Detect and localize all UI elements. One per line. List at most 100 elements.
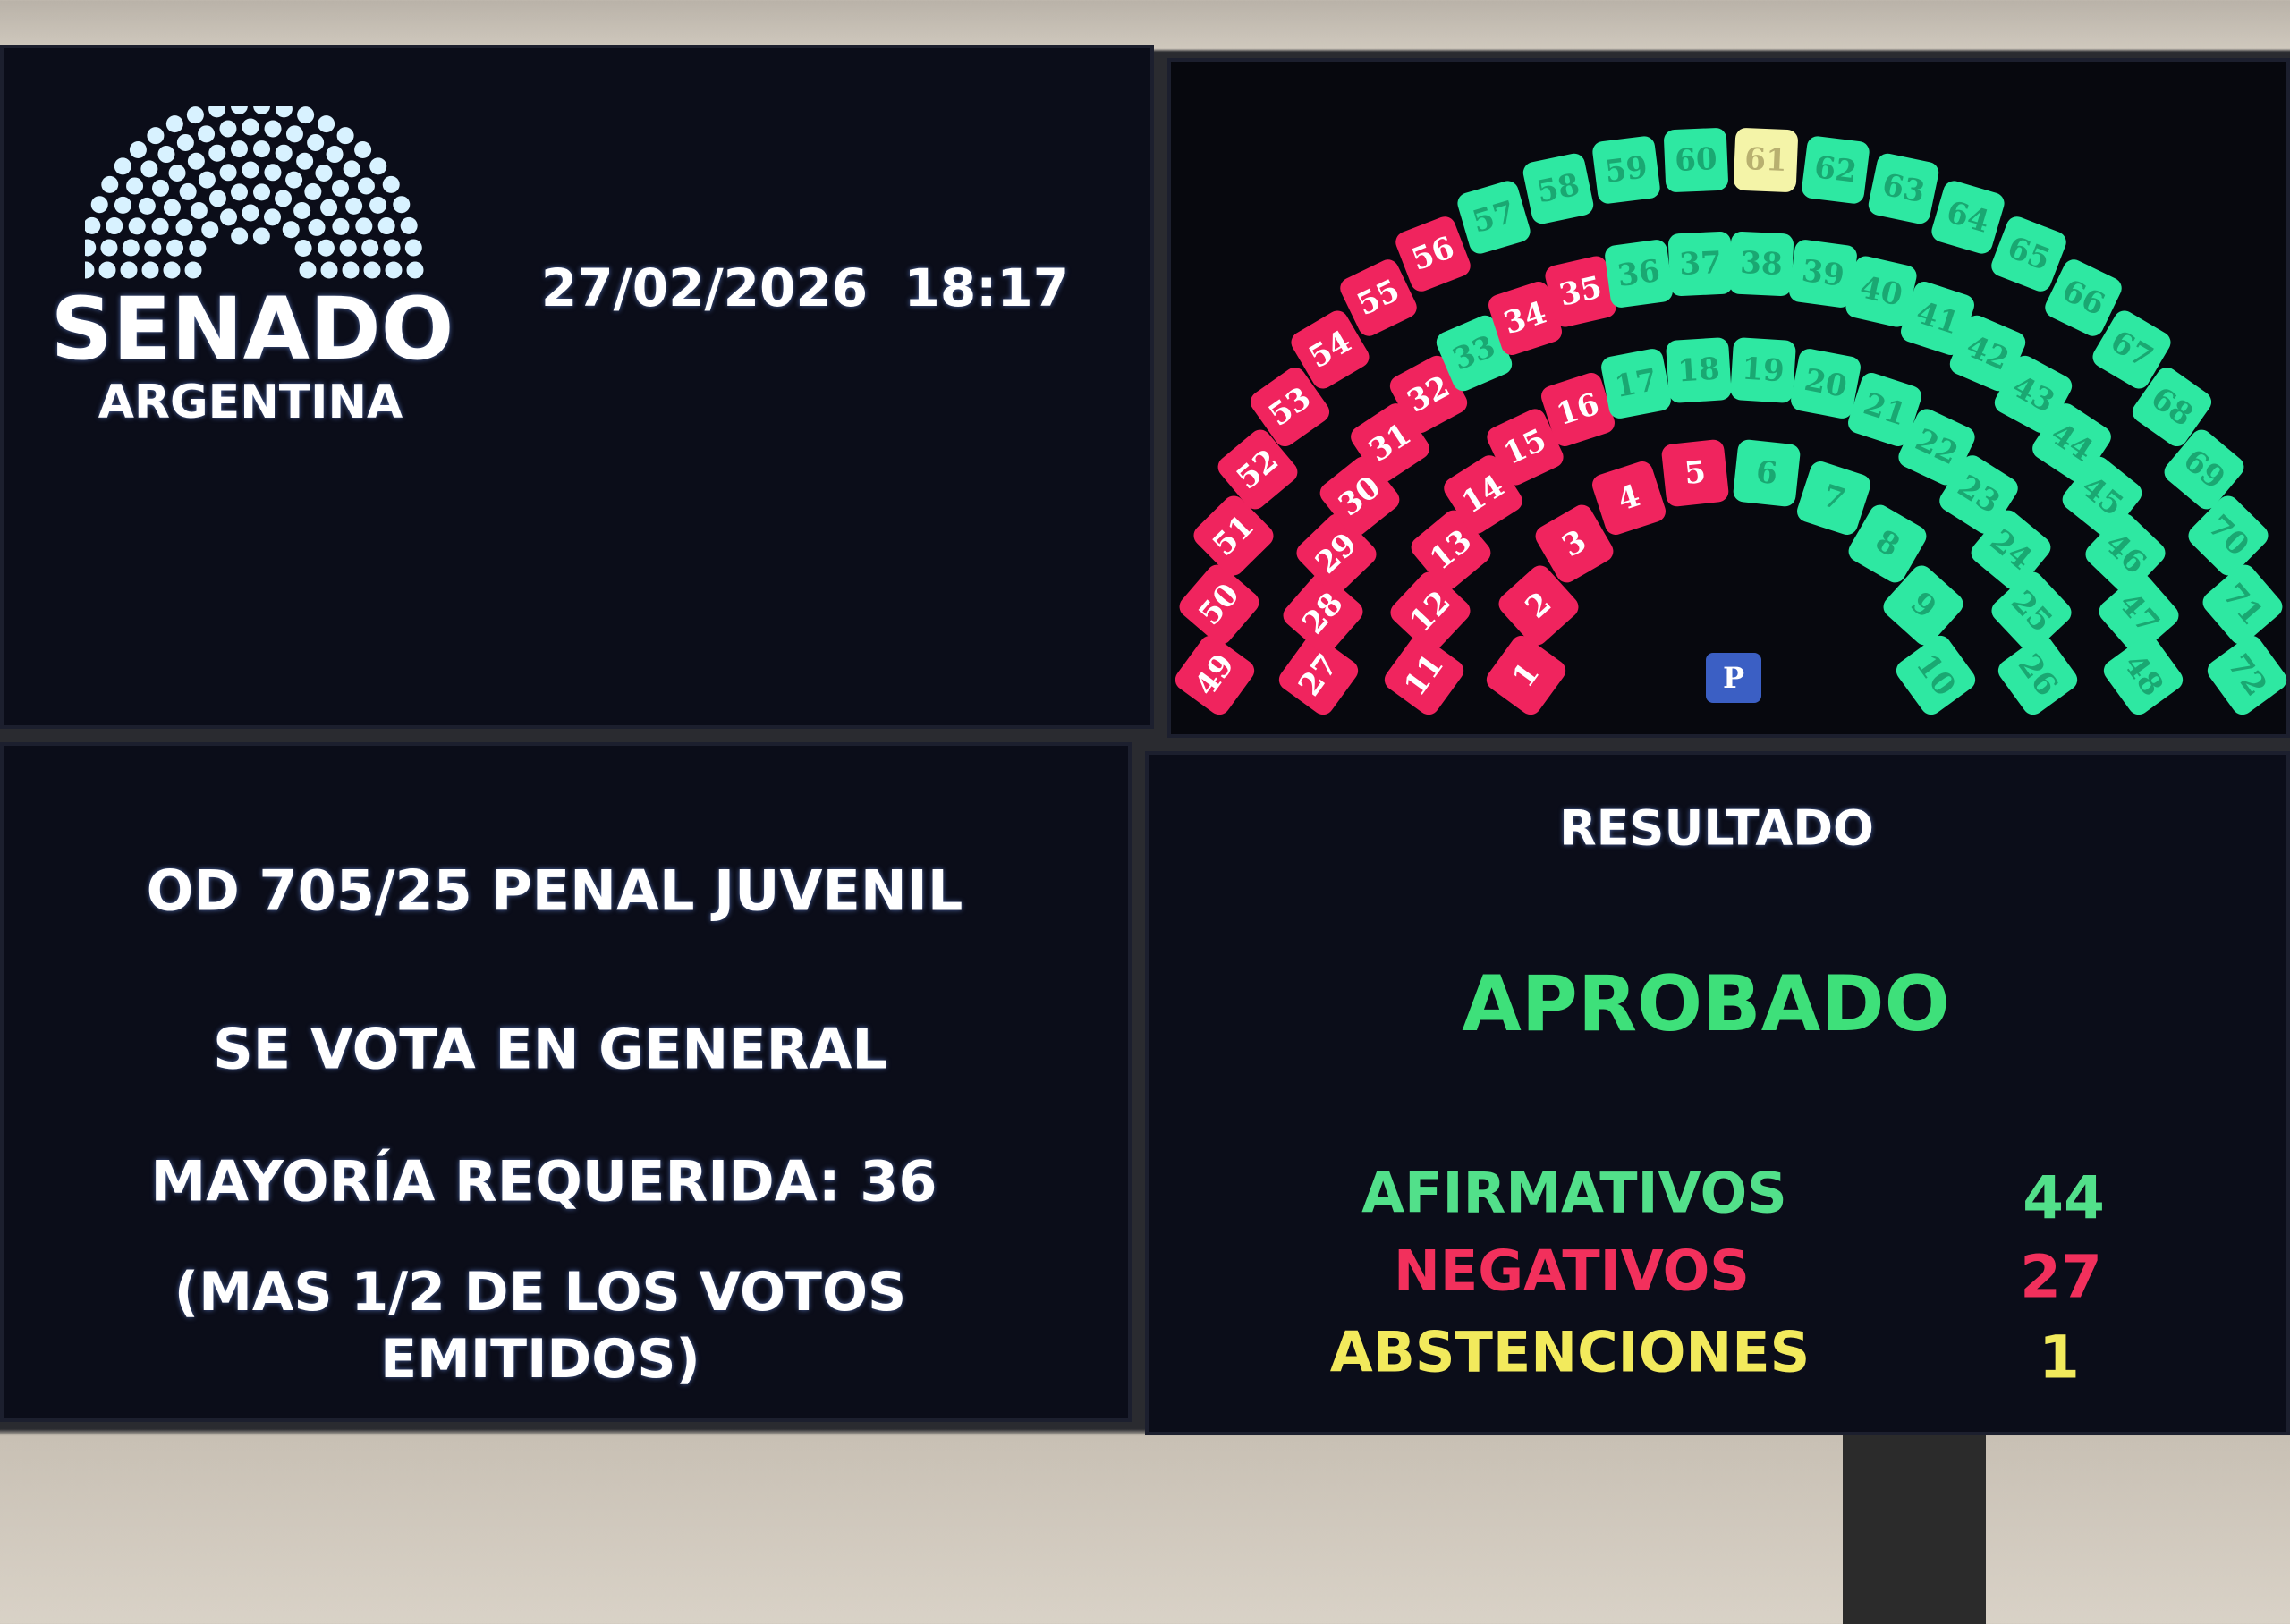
logo-dot [98, 261, 116, 279]
logo-dot [151, 179, 169, 197]
logo-dot [231, 227, 249, 245]
logo-dot [308, 218, 326, 236]
logo-dot [151, 217, 169, 235]
logo-dot [208, 106, 226, 118]
logo-dot [85, 239, 97, 257]
logo-dot [339, 239, 357, 257]
logo-dot [85, 261, 95, 279]
seat-38: 38 [1728, 231, 1794, 297]
negativos-count: 27 [2020, 1242, 2102, 1312]
logo-dot [377, 217, 395, 235]
logo-dot [230, 183, 248, 201]
motion-panel [0, 742, 1132, 1422]
logo-dot [120, 261, 138, 279]
logo-dot [175, 218, 193, 236]
screen-mount [1843, 1435, 1986, 1624]
logo-dot [242, 118, 259, 136]
logo-dot [198, 171, 216, 189]
logo-dot [264, 120, 282, 138]
logo-argentina: ARGENTINA [98, 376, 403, 429]
majority-note-line2: EMITIDOS) [380, 1328, 700, 1391]
logo-dot [176, 133, 194, 151]
seat-60: 60 [1663, 127, 1729, 193]
logo-dot [190, 201, 208, 219]
logo-dot [101, 175, 119, 193]
logo-dot [320, 261, 338, 279]
logo-dot [357, 177, 375, 195]
logo-dot [100, 239, 118, 257]
logo-dot [144, 239, 162, 257]
logo-dot [382, 175, 400, 193]
logo-dot [369, 196, 387, 214]
result-panel [1145, 751, 2290, 1435]
logo-dot [201, 221, 219, 239]
logo-dot [315, 164, 333, 182]
seat-19: 19 [1729, 336, 1796, 404]
result-heading: RESULTADO [1559, 799, 1874, 857]
logo-dot [189, 240, 207, 258]
logo-dot [208, 190, 226, 207]
afirmativos-label: AFIRMATIVOS [1361, 1160, 1787, 1226]
logo-dot [369, 157, 387, 175]
seat-37: 37 [1667, 231, 1734, 297]
logo-dot [126, 177, 144, 195]
logo-dot [285, 171, 303, 189]
logo-dot [157, 146, 175, 164]
logo-dot [253, 106, 271, 114]
logo-dot [285, 125, 303, 143]
logo-dot [253, 183, 271, 201]
logo-dot [363, 261, 381, 279]
logo-dot [252, 227, 270, 245]
logo-dot [406, 261, 424, 279]
logo-dot [297, 106, 315, 124]
logo-dot [147, 127, 165, 145]
seat-presidencia: P [1706, 653, 1761, 703]
logo-dot [122, 239, 140, 257]
logo-dot [106, 217, 123, 235]
logo-dot [275, 144, 293, 162]
logo-dot [275, 106, 293, 118]
logo-dot [184, 261, 202, 279]
logo-dot [179, 182, 197, 200]
logo-dot [253, 140, 271, 158]
logo-dot [354, 141, 372, 159]
majority-required: MAYORÍA REQUERIDA: 36 [150, 1148, 937, 1214]
logo-dot [219, 164, 237, 182]
logo-dot [242, 204, 259, 222]
vote-type: SE VOTA EN GENERAL [213, 1016, 887, 1082]
seat-6: 6 [1732, 439, 1802, 508]
logo-dot [165, 115, 183, 133]
logo-dot [275, 190, 293, 207]
seat-18: 18 [1666, 336, 1733, 404]
logo-dot [114, 157, 131, 175]
datetime: 27/02/2026 18:17 [540, 258, 1070, 318]
logo-dot [296, 152, 314, 170]
logo-dot [140, 160, 158, 178]
logo-dot [355, 217, 373, 235]
logo-dot [168, 164, 186, 182]
seat-61: 61 [1733, 127, 1799, 193]
senado-logo-dome-icon [85, 106, 424, 279]
logo-dot [343, 160, 360, 178]
logo-dot [230, 106, 248, 114]
logo-dot [263, 208, 281, 226]
logo-dot [385, 261, 403, 279]
logo-dot [400, 216, 418, 234]
logo-dot [304, 182, 322, 200]
logo-dot [129, 141, 147, 159]
logo-dot [332, 179, 350, 197]
abstenciones-label: ABSTENCIONES [1329, 1319, 1811, 1385]
logo-dot [345, 197, 363, 215]
logo-dot [342, 261, 360, 279]
logo-dot [294, 240, 312, 258]
logo-dot [198, 125, 216, 143]
seat-36: 36 [1604, 238, 1675, 309]
logo-dot [90, 196, 108, 214]
logo-dot [166, 239, 184, 257]
logo-dot [318, 115, 335, 133]
logo-dot [219, 120, 237, 138]
seat-5: 5 [1660, 439, 1730, 508]
logo-dot [138, 197, 156, 215]
logo-dot [299, 261, 317, 279]
logo-dot [317, 239, 335, 257]
